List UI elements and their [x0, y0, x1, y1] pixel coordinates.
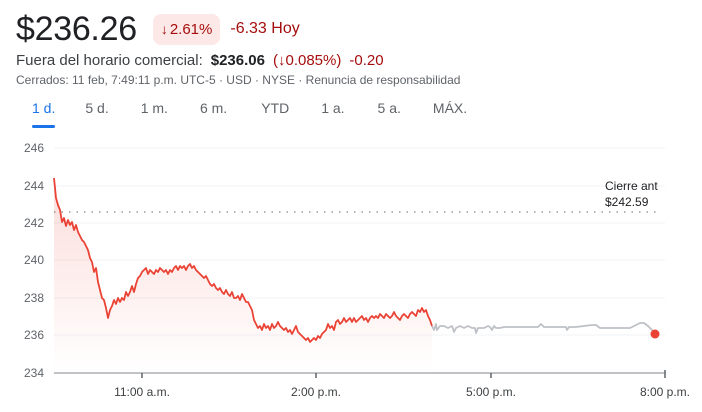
quote-header: $236.26 ↓ 2.61% -6.33 Hoy — [16, 8, 300, 50]
price-chart[interactable]: 246 244 242 240 238 236 234 Cierre ant $… — [0, 130, 702, 412]
regular-session-line — [53, 177, 433, 343]
change-percent: 2.61% — [169, 20, 213, 38]
tab-5d[interactable]: 5 d. — [85, 100, 109, 116]
x-axis-labels: 11:00 a.m. 2:00 p.m. 5:00 p.m. 8:00 p.m. — [114, 385, 690, 399]
svg-text:242: 242 — [24, 216, 44, 230]
time-range-tabs: 1 d. 5 d. 1 m. 6 m. YTD 1 a. 5 a. MÁX. — [16, 100, 468, 128]
tab-1d[interactable]: 1 d. — [32, 100, 56, 128]
after-hours-row: Fuera del horario comercial: $236.06 (↓0… — [16, 52, 384, 69]
svg-text:5:00 p.m.: 5:00 p.m. — [466, 385, 516, 399]
tab-1a[interactable]: 1 a. — [321, 100, 345, 116]
arrow-down-icon: ↓ — [160, 21, 168, 37]
tab-1m[interactable]: 1 m. — [140, 100, 168, 116]
after-hours-percent: (↓0.085%) — [272, 52, 342, 69]
x-axis-ticks — [141, 370, 666, 378]
previous-close-label: Cierre ant — [605, 179, 658, 193]
svg-text:11:00 a.m.: 11:00 a.m. — [114, 385, 170, 399]
previous-close-value: $242.59 — [605, 195, 649, 209]
svg-text:240: 240 — [24, 253, 44, 267]
market-status-meta: Cerrados: 11 feb, 7:49:11 p.m. UTC-5 · U… — [16, 73, 461, 87]
svg-text:2:00 p.m.: 2:00 p.m. — [291, 385, 341, 399]
current-price-dot — [650, 329, 660, 339]
change-percent-badge: ↓ 2.61% — [152, 13, 221, 45]
after-hours-price: $236.06 — [210, 52, 265, 69]
regular-session-area — [54, 178, 432, 373]
svg-text:246: 246 — [24, 141, 44, 155]
tab-max[interactable]: MÁX. — [432, 100, 468, 116]
change-absolute: -6.33 Hoy — [230, 20, 300, 37]
tab-ytd[interactable]: YTD — [261, 100, 290, 116]
after-hours-change: -0.20 — [349, 52, 384, 69]
svg-text:8:00 p.m.: 8:00 p.m. — [640, 385, 690, 399]
y-axis-labels: 246 244 242 240 238 236 234 — [24, 141, 44, 380]
svg-text:234: 234 — [24, 366, 44, 380]
svg-text:236: 236 — [24, 328, 44, 342]
current-price: $236.26 — [16, 10, 137, 48]
tab-5a[interactable]: 5 a. — [377, 100, 401, 116]
svg-text:238: 238 — [24, 291, 44, 305]
after-hours-label: Fuera del horario comercial: — [16, 52, 203, 69]
svg-text:244: 244 — [24, 179, 44, 193]
after-hours-line — [431, 322, 656, 335]
tab-6m[interactable]: 6 m. — [199, 100, 228, 116]
